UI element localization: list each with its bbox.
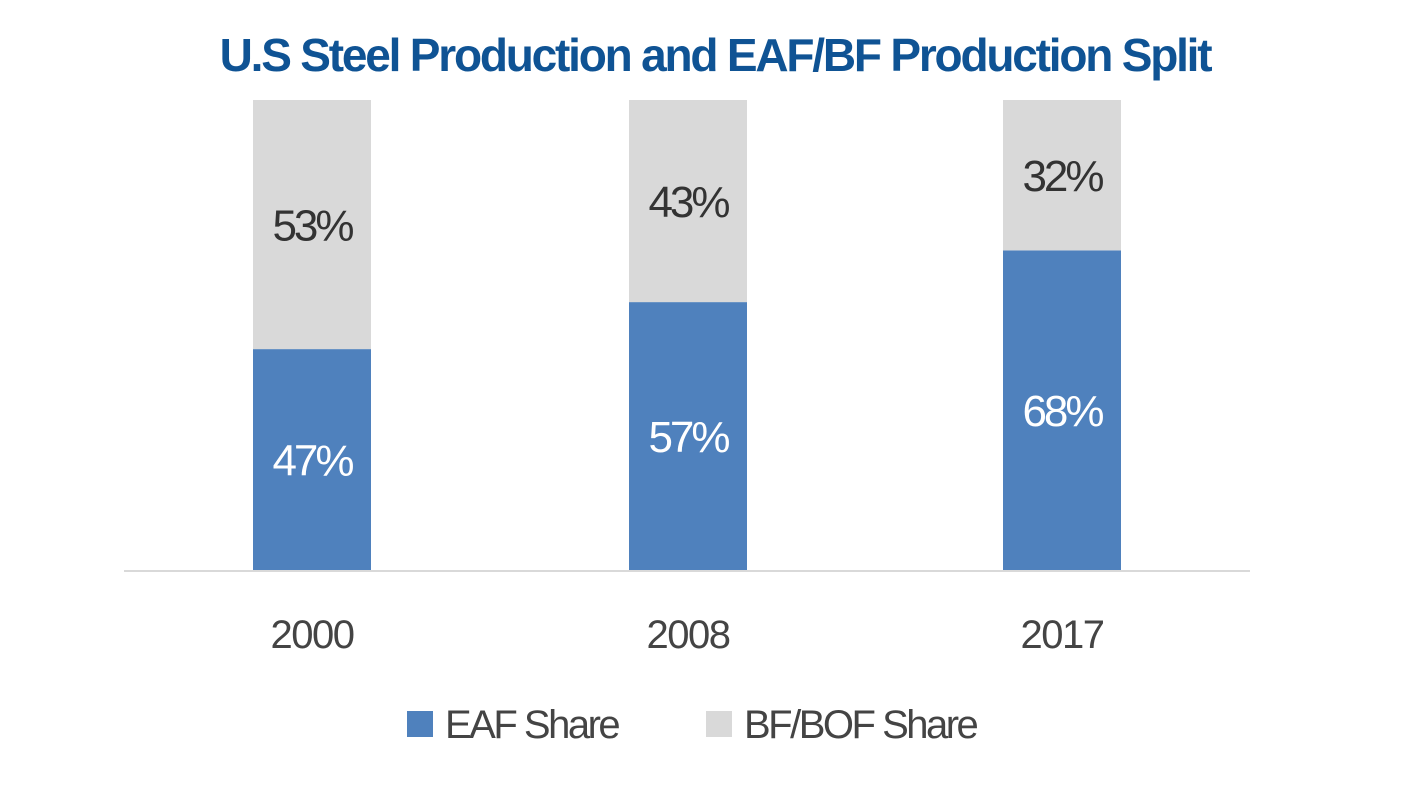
data-label-eaf-2000: 47% (272, 437, 353, 486)
bar-eaf-2008 (629, 302, 747, 570)
bar-eaf-2017 (1003, 250, 1121, 570)
bar-bfbof-2008 (629, 100, 747, 303)
data-label-eaf-2017: 68% (1022, 387, 1103, 436)
legend-swatch-eaf (407, 711, 433, 737)
x-tick-label-2008: 2008 (647, 613, 730, 657)
bar-bfbof-2000 (253, 100, 371, 350)
x-tick-label-2000: 2000 (271, 613, 354, 657)
data-label-eaf-2008: 57% (648, 413, 729, 462)
legend: EAF Share BF/BOF Share (407, 703, 980, 747)
legend-swatch-bfbof (706, 711, 732, 737)
bar-eaf-2000 (253, 349, 371, 570)
bars-layer (253, 100, 1121, 570)
x-tick-label-2017: 2017 (1021, 613, 1104, 657)
data-label-bfbof-2017: 32% (1022, 152, 1103, 201)
legend-label-bfbof: BF/BOF Share (744, 703, 978, 747)
chart-title: U.S Steel Production and EAF/BF Producti… (219, 29, 1213, 81)
bar-bfbof-2017 (1003, 100, 1121, 251)
legend-label-eaf: EAF Share (445, 703, 619, 747)
labels-layer: 47% 53% 2000 57% 43% 2008 68% 32% 2017 (271, 152, 1107, 657)
data-label-bfbof-2000: 53% (272, 202, 353, 251)
data-label-bfbof-2008: 43% (648, 178, 729, 227)
